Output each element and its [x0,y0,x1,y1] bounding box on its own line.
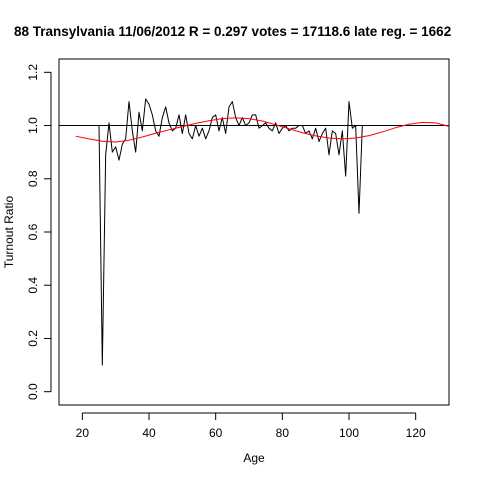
y-tick-label: 1.2 [26,64,40,81]
plot-frame [58,58,450,406]
series-layer [75,98,449,366]
y-tick-label: 0.4 [26,277,40,294]
x-tick-label: 40 [142,426,156,440]
x-tick-label: 120 [406,426,426,440]
y-tick-label: 0.6 [26,223,40,240]
y-tick-label: 0.8 [26,170,40,187]
y-axis-label: Turnout Ratio [2,196,16,269]
x-axis: 20 40 60 80 100 120 [76,412,426,440]
chart-title: 88 Transylvania 11/06/2012 R = 0.297 vot… [14,24,451,39]
x-tick-label: 80 [276,426,290,440]
y-tick-label: 1.0 [26,117,40,134]
smoothed-fit-line [75,117,449,143]
y-tick-label: 0.2 [26,330,40,347]
y-axis: 0.0 0.2 0.4 0.6 0.8 1.0 1.2 [26,64,52,400]
x-tick-label: 60 [209,426,223,440]
x-tick-label: 100 [339,426,359,440]
y-tick-label: 0.0 [26,383,40,400]
turnout-ratio-line [98,98,379,366]
x-axis-label: Age [243,451,265,465]
x-tick-label: 20 [76,426,90,440]
